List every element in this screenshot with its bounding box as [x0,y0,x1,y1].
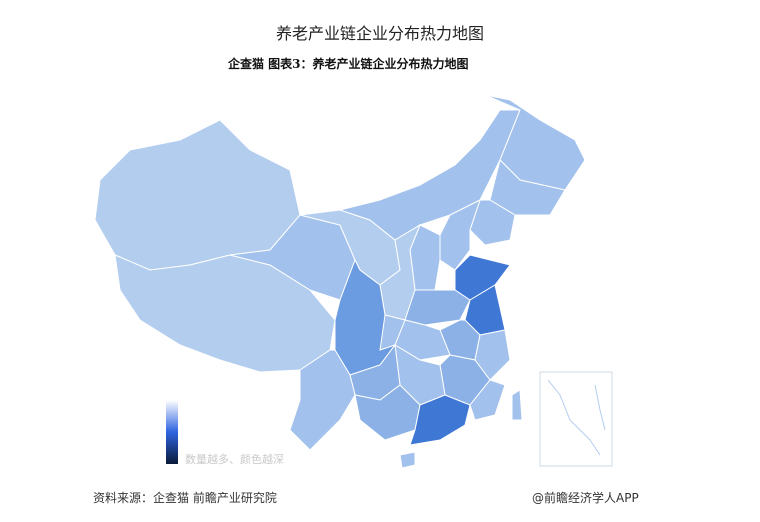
map-region [94,119,301,271]
legend-label: 数量越多、颜色越深 [185,453,284,466]
legend-color-scale [166,400,178,464]
source-note: 资料来源：企查猫 前瞻产业研究院 [93,491,277,505]
map-region [399,451,416,469]
map-region [484,94,586,191]
page-title: 养老产业链企业分布热力地图 [275,24,484,43]
chart-subtitle: 企查猫 图表3：养老产业链企业分布热力地图 [228,57,469,71]
credit-note: @前瞻经济学人APP [532,491,639,505]
map-region [511,389,523,421]
map-region [474,329,511,381]
map-region [469,379,506,421]
map-region [289,349,356,451]
map-region [409,394,471,446]
south-china-sea-inset [539,371,613,467]
